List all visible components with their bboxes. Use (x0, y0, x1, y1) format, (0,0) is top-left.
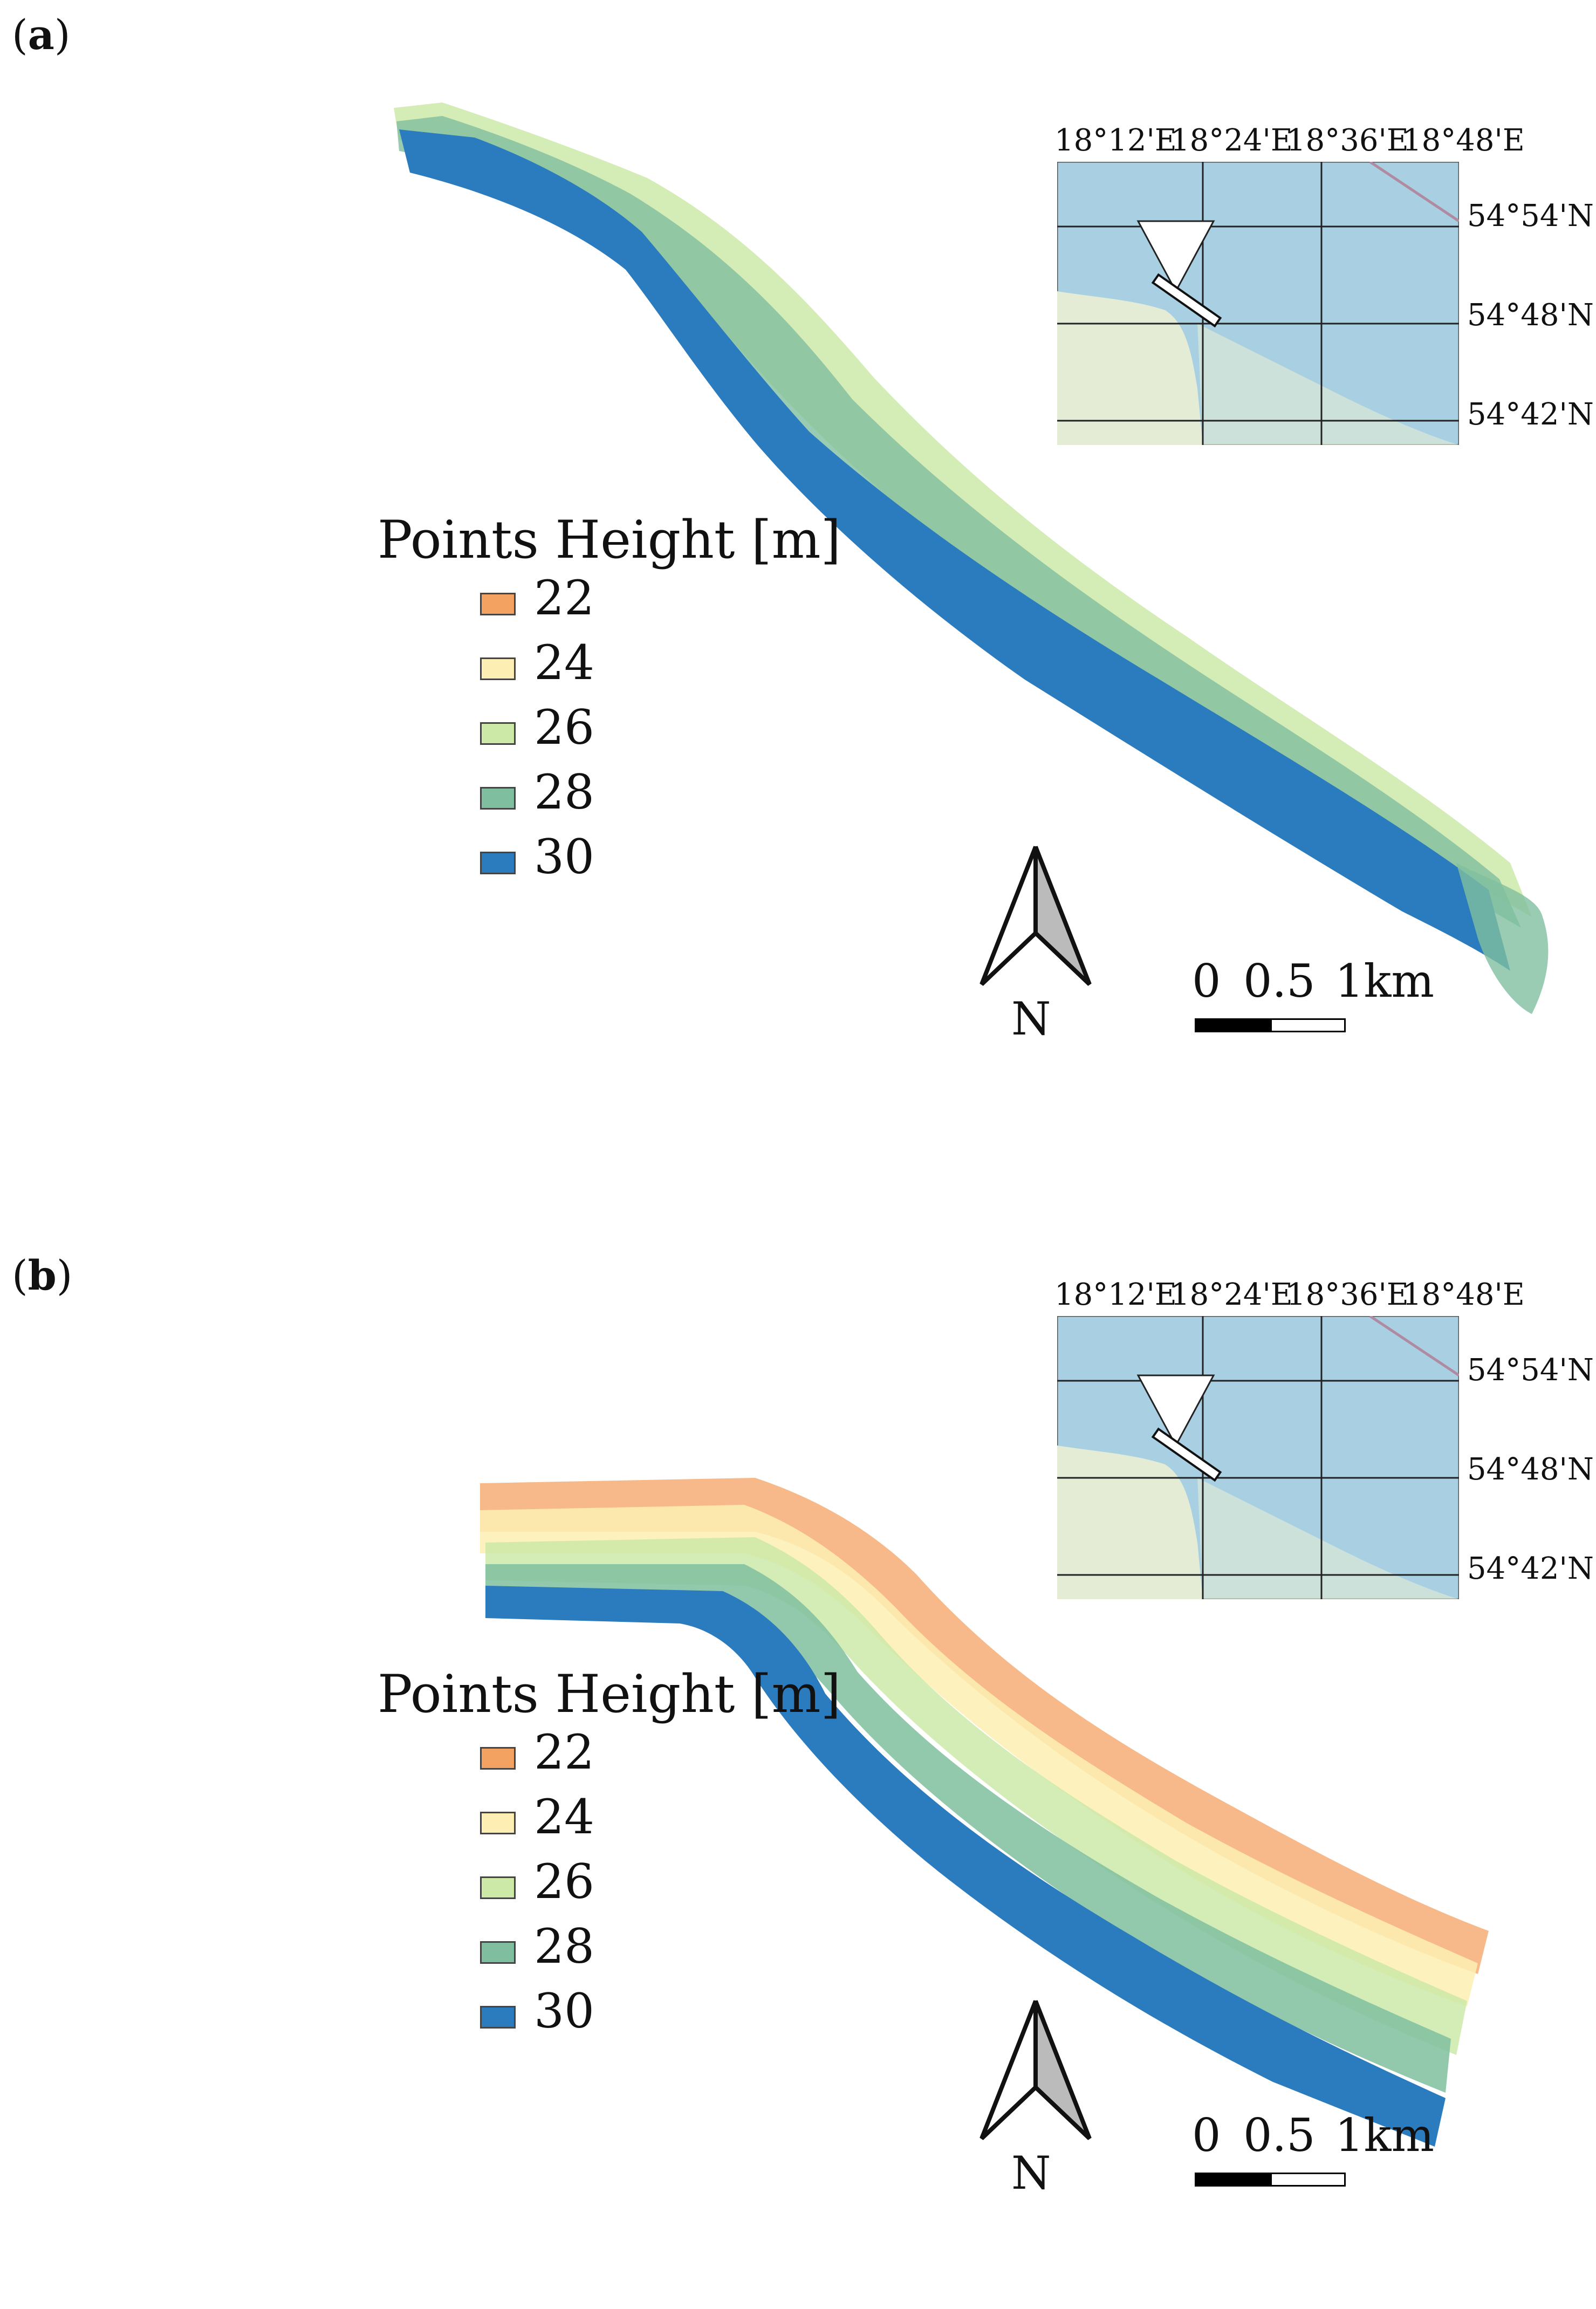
cloud-layer-26 (485, 1537, 1467, 2055)
legend-value: 22 (534, 1724, 594, 1780)
map-canvas (394, 102, 1549, 1014)
inset-study-area-box (1151, 273, 1222, 328)
legend-item: 22 (378, 1724, 841, 1789)
legend-item: 30 (378, 829, 841, 894)
legend-swatch (480, 1812, 516, 1834)
cloud-tip (1456, 863, 1549, 1014)
legend-item: 28 (378, 764, 841, 829)
legend-item: 22 (378, 570, 841, 635)
north-arrow-icon (979, 846, 1092, 986)
legend-item: 26 (378, 1854, 841, 1919)
legend-swatch (480, 1941, 516, 1964)
legend-swatch (480, 852, 516, 874)
panel-a: (a) Points Height [m] 22 24 26 28 30 N 0 0.5… (0, 0, 1596, 1154)
inset-pointer-icon (1136, 1374, 1215, 1448)
scale-label-1km: 1km (1335, 955, 1434, 1008)
cloud-layer-28 (396, 116, 1521, 928)
inset-lat-label: 54°54'N (1467, 1353, 1594, 1388)
legend-swatch (480, 787, 516, 810)
scale-segment-black (1195, 2173, 1270, 2187)
inset-lat-label: 54°48'N (1467, 1452, 1594, 1487)
inset-land (1057, 291, 1203, 445)
legend-swatch (480, 593, 516, 615)
inset-map (1057, 1316, 1459, 1599)
inset-boundary-line (1369, 162, 1459, 223)
legend-items: 22 24 26 28 30 (378, 1724, 841, 2048)
north-label: N (1011, 992, 1051, 1045)
inset-lon-label: 18°24'E (1170, 1277, 1293, 1312)
legend: Points Height [m] 22 24 26 28 30 (378, 510, 841, 894)
legend-swatch (480, 722, 516, 745)
legend-item: 26 (378, 700, 841, 764)
inset-land-spit (1197, 1478, 1459, 1599)
cloud-layer-30 (399, 129, 1510, 971)
legend-value: 22 (534, 570, 594, 626)
inset-land-spit (1197, 324, 1459, 445)
legend-swatch (480, 657, 516, 680)
legend-swatch (480, 1876, 516, 1899)
inset-lon-label: 18°12'E (1054, 1277, 1177, 1312)
legend-swatch (480, 2006, 516, 2029)
legend-item: 30 (378, 1983, 841, 2048)
panel-label: (b) (12, 1251, 73, 1299)
legend-item: 28 (378, 1919, 841, 1983)
inset-pointer-icon (1136, 220, 1215, 293)
point-cloud (394, 102, 1549, 1014)
scale-label-1km: 1km (1335, 2109, 1434, 2162)
inset-lat-label: 54°42'N (1467, 397, 1594, 432)
inset-lon-label: 18°48'E (1402, 1277, 1525, 1312)
panel-b: (b) Points Height [m] 22 24 26 28 30 N 0 0.5… (0, 1154, 1596, 2308)
inset-lat-label: 54°42'N (1467, 1551, 1594, 1586)
map-canvas (480, 1478, 1489, 2147)
legend-item: 24 (378, 1789, 841, 1854)
north-arrow-icon (979, 2000, 1092, 2140)
legend-value: 28 (534, 764, 594, 820)
scale-segment-black (1195, 1018, 1270, 1032)
cloud-layer-28 (485, 1564, 1451, 2093)
inset-lon-label: 18°48'E (1402, 123, 1525, 158)
scale-label-0: 0 (1192, 2109, 1221, 2162)
inset-study-area-box (1151, 1427, 1222, 1482)
legend-value: 26 (534, 700, 594, 755)
inset-boundary-line (1369, 1316, 1459, 1377)
inset-lon-label: 18°24'E (1170, 123, 1293, 158)
legend-items: 22 24 26 28 30 (378, 570, 841, 894)
scale-label-half: 0.5 (1243, 2109, 1316, 2162)
legend-swatch (480, 1747, 516, 1770)
cloud-layer-30 (485, 1586, 1446, 2147)
legend-value: 30 (534, 829, 594, 885)
inset-land (1057, 1445, 1203, 1599)
legend-item: 24 (378, 635, 841, 700)
legend-value: 30 (534, 1983, 594, 2039)
cloud-layer-24 (480, 1505, 1478, 2006)
scale-segment-white (1270, 2173, 1346, 2187)
inset-map (1057, 162, 1459, 445)
legend-title: Points Height [m] (378, 1664, 841, 1724)
inset-lon-label: 18°36'E (1286, 1277, 1409, 1312)
inset-lon-label: 18°12'E (1054, 123, 1177, 158)
legend-title: Points Height [m] (378, 510, 841, 570)
inset-lat-label: 54°48'N (1467, 298, 1594, 333)
inset-lat-label: 54°54'N (1467, 198, 1594, 234)
north-label: N (1011, 2147, 1051, 2200)
scale-label-half: 0.5 (1243, 955, 1316, 1008)
legend-value: 26 (534, 1854, 594, 1909)
scale-bar: 0 0.5 1km (1192, 955, 1434, 1032)
scale-segment-white (1270, 1018, 1346, 1032)
legend-value: 24 (534, 1789, 594, 1845)
point-cloud (480, 1478, 1489, 2147)
inset-lon-label: 18°36'E (1286, 123, 1409, 158)
scale-bar: 0 0.5 1km (1192, 2109, 1434, 2187)
panel-label: (a) (12, 11, 71, 59)
legend: Points Height [m] 22 24 26 28 30 (378, 1664, 841, 2048)
legend-value: 24 (534, 635, 594, 690)
legend-value: 28 (534, 1919, 594, 1974)
scale-label-0: 0 (1192, 955, 1221, 1008)
